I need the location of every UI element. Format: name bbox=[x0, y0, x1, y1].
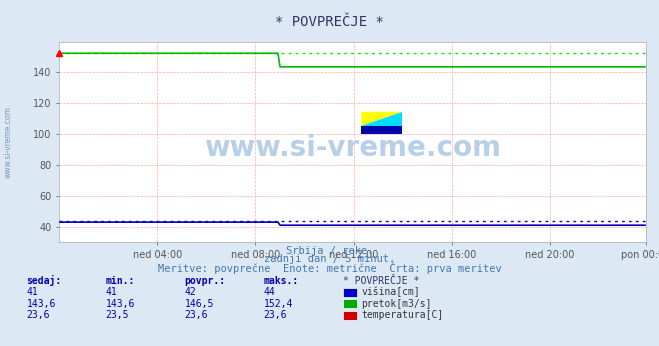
Text: sedaj:: sedaj: bbox=[26, 275, 61, 286]
Text: pretok[m3/s]: pretok[m3/s] bbox=[361, 299, 432, 309]
Text: 23,6: 23,6 bbox=[26, 310, 50, 320]
Polygon shape bbox=[361, 126, 403, 134]
Text: Meritve: povprečne  Enote: metrične  Črta: prva meritev: Meritve: povprečne Enote: metrične Črta:… bbox=[158, 262, 501, 274]
Text: 44: 44 bbox=[264, 288, 275, 297]
Text: 152,4: 152,4 bbox=[264, 299, 293, 309]
Polygon shape bbox=[361, 112, 403, 126]
Text: zadnji dan / 5 minut.: zadnji dan / 5 minut. bbox=[264, 255, 395, 264]
Text: 23,6: 23,6 bbox=[185, 310, 208, 320]
Text: * POVPREČJE *: * POVPREČJE * bbox=[275, 16, 384, 29]
Polygon shape bbox=[361, 112, 403, 126]
Text: 41: 41 bbox=[105, 288, 117, 297]
Text: 143,6: 143,6 bbox=[105, 299, 135, 309]
Text: 23,5: 23,5 bbox=[105, 310, 129, 320]
Text: 23,6: 23,6 bbox=[264, 310, 287, 320]
Text: * POVPREČJE *: * POVPREČJE * bbox=[343, 276, 419, 286]
Text: višina[cm]: višina[cm] bbox=[361, 287, 420, 298]
Text: 143,6: 143,6 bbox=[26, 299, 56, 309]
Text: 42: 42 bbox=[185, 288, 196, 297]
Text: temperatura[C]: temperatura[C] bbox=[361, 310, 444, 320]
Text: Srbija / reke.: Srbija / reke. bbox=[286, 246, 373, 256]
Text: www.si-vreme.com: www.si-vreme.com bbox=[204, 134, 501, 162]
Text: 146,5: 146,5 bbox=[185, 299, 214, 309]
Text: maks.:: maks.: bbox=[264, 276, 299, 286]
Text: www.si-vreme.com: www.si-vreme.com bbox=[3, 106, 13, 178]
Text: min.:: min.: bbox=[105, 276, 135, 286]
Text: 41: 41 bbox=[26, 288, 38, 297]
Text: povpr.:: povpr.: bbox=[185, 276, 225, 286]
